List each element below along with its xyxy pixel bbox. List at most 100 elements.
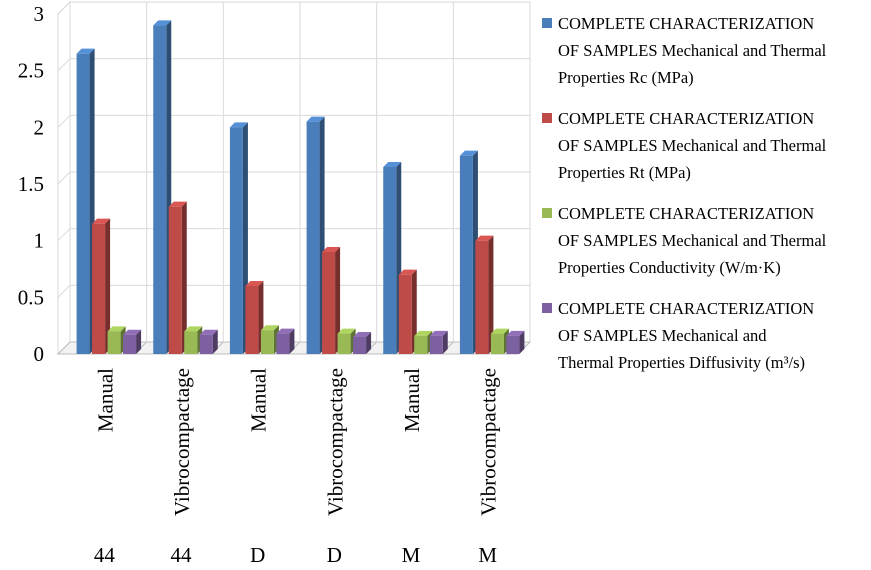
bar-side bbox=[335, 247, 341, 354]
bar bbox=[184, 326, 203, 354]
legend-item-rc: COMPLETE CHARACTERIZATION OF SAMPLES Mech… bbox=[540, 10, 870, 91]
bar bbox=[337, 328, 356, 354]
bar-front bbox=[306, 121, 320, 355]
gridline-side bbox=[57, 228, 71, 242]
bar bbox=[429, 330, 448, 354]
bar-front bbox=[429, 335, 443, 354]
bar-front bbox=[383, 167, 397, 354]
legend-label-diffusivity: COMPLETE CHARACTERIZATION OF SAMPLES Mech… bbox=[558, 299, 815, 372]
y-tick-label: 3 bbox=[34, 2, 45, 26]
x-category-label: Vibrocompactage bbox=[170, 368, 194, 516]
bar-top bbox=[353, 332, 372, 337]
y-tick-label: 2 bbox=[34, 115, 45, 139]
x-group-label: M bbox=[478, 543, 497, 567]
bar bbox=[199, 329, 218, 354]
y-tick-label: 1 bbox=[34, 229, 45, 253]
bar-front bbox=[153, 25, 167, 354]
x-category-label: Vibrocompactage bbox=[477, 368, 501, 516]
y-tick-label: 0 bbox=[34, 342, 45, 366]
legend-swatch-rc bbox=[542, 18, 552, 28]
bar-side bbox=[411, 269, 417, 354]
bars bbox=[76, 20, 525, 355]
bar bbox=[76, 48, 95, 355]
bar-front bbox=[245, 286, 259, 354]
bar bbox=[153, 20, 172, 354]
bar-front bbox=[229, 127, 243, 354]
bar bbox=[260, 325, 279, 354]
x-group-label: 44 bbox=[171, 543, 193, 567]
bar bbox=[168, 201, 187, 354]
bar-top bbox=[153, 20, 172, 26]
bar bbox=[398, 269, 417, 354]
x-category-label: Vibrocompactage bbox=[323, 368, 347, 516]
bar-top bbox=[107, 326, 126, 332]
bar bbox=[306, 116, 325, 355]
bar-top bbox=[306, 116, 325, 122]
bar bbox=[322, 247, 341, 354]
bar-front bbox=[475, 240, 489, 354]
bar-front bbox=[199, 334, 213, 354]
bar-top bbox=[398, 269, 417, 275]
bar-top bbox=[475, 235, 494, 241]
bar-front bbox=[490, 333, 504, 354]
bar bbox=[276, 328, 295, 354]
bar-top bbox=[276, 328, 295, 334]
bar bbox=[353, 332, 372, 354]
bar-top bbox=[123, 329, 142, 335]
bar bbox=[123, 329, 142, 354]
bar-top bbox=[506, 330, 525, 336]
bar-front bbox=[107, 331, 121, 354]
grid bbox=[56, 0, 532, 356]
x-group-label: D bbox=[250, 543, 265, 567]
bar-side bbox=[289, 328, 295, 354]
bar-top bbox=[260, 325, 279, 331]
bar-top bbox=[322, 247, 341, 252]
bar-front bbox=[92, 223, 106, 354]
gridline-side bbox=[57, 58, 71, 72]
bar-side bbox=[212, 329, 218, 354]
gridline-side bbox=[57, 171, 71, 185]
bar-front bbox=[260, 330, 274, 354]
y-tick-label: 0.5 bbox=[18, 285, 44, 309]
y-tick-label: 2.5 bbox=[18, 59, 44, 83]
bar-front bbox=[353, 337, 367, 354]
bar-side bbox=[136, 329, 142, 354]
legend-swatch-conductivity bbox=[542, 208, 552, 218]
y-tick-label: 1.5 bbox=[18, 172, 44, 196]
bar bbox=[459, 150, 478, 354]
legend-item-diffusivity: COMPLETE CHARACTERIZATION OF SAMPLES Mech… bbox=[540, 295, 870, 376]
bar-front bbox=[168, 206, 182, 354]
bar-top bbox=[337, 328, 356, 334]
bar-front bbox=[184, 331, 198, 354]
legend-label-rt: COMPLETE CHARACTERIZATION OF SAMPLES Mech… bbox=[558, 109, 827, 182]
bar-top bbox=[229, 122, 248, 128]
x-category-label: Manual bbox=[400, 368, 424, 432]
bar-front bbox=[76, 53, 90, 355]
bar-top bbox=[245, 281, 264, 286]
bar bbox=[229, 122, 248, 354]
bar-side bbox=[519, 330, 525, 354]
bar-front bbox=[459, 155, 473, 354]
legend-label-conductivity: COMPLETE CHARACTERIZATION OF SAMPLES Mech… bbox=[558, 204, 827, 277]
gridline-side bbox=[57, 284, 71, 298]
bar-top bbox=[76, 48, 95, 54]
bar bbox=[245, 281, 264, 354]
bar-side bbox=[366, 332, 372, 354]
x-category-label: Manual bbox=[247, 368, 271, 432]
x-category-label: Manual bbox=[93, 368, 117, 432]
bar bbox=[92, 218, 111, 354]
bar-side bbox=[105, 218, 111, 354]
bar-side bbox=[181, 201, 187, 354]
legend-swatch-rt bbox=[542, 113, 552, 123]
bar-top bbox=[414, 330, 433, 336]
x-group-label: D bbox=[327, 543, 342, 567]
bar bbox=[107, 326, 126, 354]
bar-front bbox=[123, 334, 137, 354]
legend-item-conductivity: COMPLETE CHARACTERIZATION OF SAMPLES Mech… bbox=[540, 200, 870, 281]
bar-side bbox=[488, 235, 494, 354]
bar-top bbox=[92, 218, 111, 224]
gridline-side bbox=[57, 1, 71, 15]
legend-label-rc: COMPLETE CHARACTERIZATION OF SAMPLES Mech… bbox=[558, 14, 827, 87]
bar-front bbox=[506, 335, 520, 354]
bar-top bbox=[459, 150, 478, 156]
